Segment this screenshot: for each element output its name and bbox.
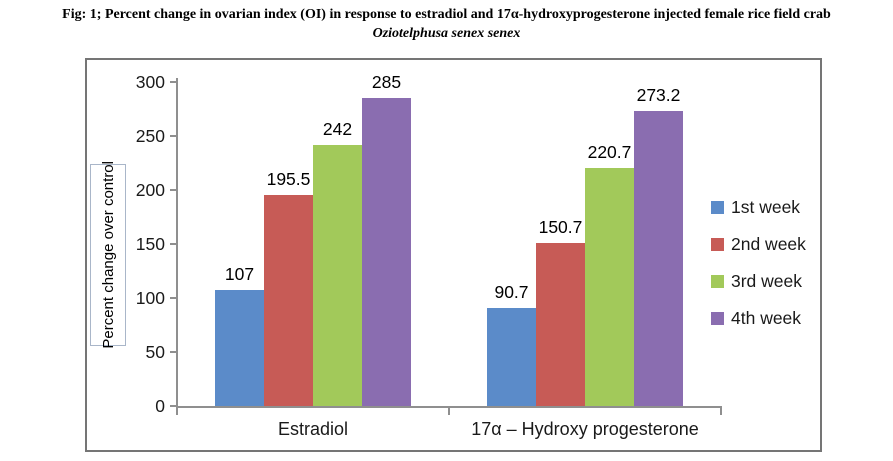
caption-line-1: Fig: 1; Percent change in ovarian index …: [62, 7, 831, 22]
figure-caption: Fig: 1; Percent change in ovarian index …: [0, 5, 893, 43]
y-tick-label: 100: [135, 288, 165, 308]
y-tick-mark: [170, 135, 177, 137]
y-tick-label: 50: [145, 342, 165, 362]
bar-value-label: 285: [371, 72, 402, 93]
bar-Estradiol-3rd-week: [313, 144, 362, 406]
y-axis: [176, 78, 178, 408]
bar-Estradiol-4th-week: [362, 98, 411, 406]
y-tick-label: 300: [135, 72, 165, 92]
bar-value-label: 150.7: [538, 217, 583, 238]
legend: 1st week 2nd week 3rd week 4th week: [711, 196, 806, 329]
y-tick-mark: [170, 243, 177, 245]
legend-item-3rd-week: 3rd week: [711, 270, 806, 292]
x-axis-tick-mark: [720, 406, 722, 415]
legend-item-2nd-week: 2nd week: [711, 233, 806, 255]
legend-swatch-icon: [711, 200, 724, 214]
bar-17α-–-Hydroxy-progesterone-1st-week: [487, 308, 536, 406]
bar-17α-–-Hydroxy-progesterone-2nd-week: [536, 243, 585, 406]
y-axis-title: Percent change over control: [90, 161, 126, 349]
y-tick-mark: [170, 405, 177, 407]
bar-value-label: 107: [224, 264, 255, 285]
category-label: Estradiol: [277, 419, 349, 439]
chart-area: Percent change over control 1st week 2nd …: [85, 58, 822, 452]
y-tick-label: 200: [135, 180, 165, 200]
bar-Estradiol-1st-week: [215, 290, 264, 406]
bar-17α-–-Hydroxy-progesterone-3rd-week: [585, 167, 634, 406]
x-axis-tick-mark: [176, 406, 178, 415]
x-axis-tick-mark: [448, 406, 450, 415]
legend-label: 1st week: [731, 197, 801, 217]
caption-line-2: Oziotelphusa senex senex: [372, 26, 521, 41]
legend-swatch-icon: [711, 274, 724, 288]
bar-Estradiol-2nd-week: [264, 194, 313, 406]
y-tick-mark: [170, 81, 177, 83]
legend-label: 3rd week: [731, 271, 803, 291]
y-tick-mark: [170, 351, 177, 353]
y-tick-label: 0: [155, 396, 165, 416]
bar-value-label: 273.2: [636, 84, 681, 105]
bar-value-label: 220.7: [587, 141, 632, 162]
legend-label: 4th week: [731, 308, 802, 328]
y-tick-label: 250: [135, 126, 165, 146]
bar-value-label: 90.7: [494, 282, 529, 303]
legend-item-1st-week: 1st week: [711, 196, 806, 218]
y-tick-mark: [170, 297, 177, 299]
bar-value-label: 195.5: [266, 168, 311, 189]
legend-item-4th-week: 4th week: [711, 307, 806, 329]
y-tick-mark: [170, 189, 177, 191]
y-tick-label: 150: [135, 234, 165, 254]
category-label: 17α – Hydroxy progesterone: [471, 419, 699, 439]
legend-swatch-icon: [711, 311, 724, 325]
bar-17α-–-Hydroxy-progesterone-4th-week: [634, 110, 683, 406]
y-axis-title-text: Percent change over control: [99, 161, 117, 349]
legend-label: 2nd week: [731, 234, 806, 254]
bar-value-label: 242: [322, 118, 353, 139]
legend-swatch-icon: [711, 237, 724, 251]
